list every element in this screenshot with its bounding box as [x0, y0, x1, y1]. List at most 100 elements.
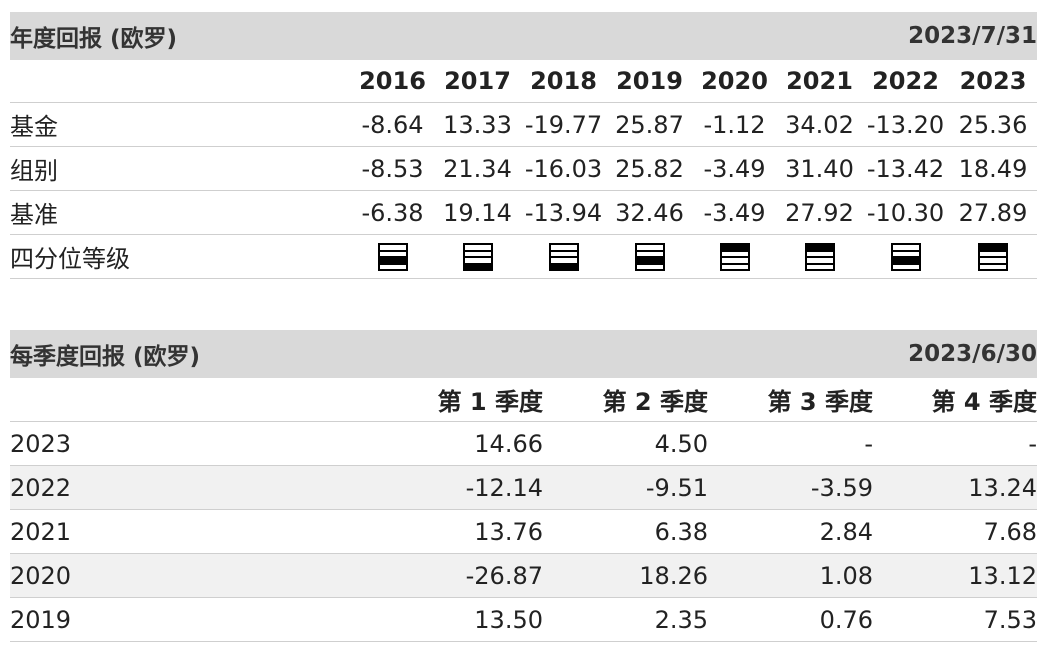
quartile-band [892, 264, 919, 269]
table-row: 2023 14.66 4.50 - - [10, 421, 1037, 466]
value-cell: 2.35 [543, 597, 708, 642]
quartile-band [806, 258, 833, 265]
quartile-band [806, 251, 833, 258]
quartile-rank-icon [890, 243, 921, 271]
table-row: 2019 13.50 2.35 0.76 7.53 [10, 597, 1037, 642]
quartile-band [806, 245, 833, 252]
table-row: 2022 -12.14 -9.51 -3.59 13.24 [10, 465, 1037, 510]
value-cell: 18.49 [949, 146, 1037, 191]
annual-corner-cell [10, 60, 350, 103]
quarter-header: 第 1 季度 [378, 378, 543, 422]
annual-returns-table: 2016 2017 2018 2019 2020 2021 2022 2023 … [10, 60, 1037, 279]
row-year: 2020 [10, 553, 378, 598]
annual-returns-header: 年度回报 (欧罗) 2023/7/31 [10, 12, 1037, 60]
quartile-band [636, 264, 663, 269]
quartile-cell [607, 234, 692, 279]
value-cell: 14.66 [378, 421, 543, 466]
annual-row-fund: 基金 -8.64 13.33 -19.77 25.87 -1.12 34.02 … [10, 102, 1037, 147]
value-cell: 4.50 [543, 421, 708, 466]
value-cell: 19.14 [435, 190, 520, 235]
quartile-band [980, 258, 1006, 265]
quartile-cell [862, 234, 949, 279]
row-year: 2021 [10, 509, 378, 554]
quartile-band [379, 251, 406, 258]
value-cell: -12.14 [378, 465, 543, 510]
value-cell: -13.20 [862, 102, 949, 147]
quarterly-returns-table: 第 1 季度 第 2 季度 第 3 季度 第 4 季度 2023 14.66 4… [10, 378, 1037, 642]
value-cell: -16.03 [520, 146, 607, 191]
quartile-cell [949, 234, 1037, 279]
value-cell: 13.50 [378, 597, 543, 642]
value-cell: 31.40 [777, 146, 862, 191]
quartile-band [980, 245, 1006, 252]
value-cell: 18.26 [543, 553, 708, 598]
quartile-band [379, 245, 406, 252]
year-header: 2021 [777, 60, 862, 103]
value-cell: -13.42 [862, 146, 949, 191]
quartile-band [464, 264, 491, 269]
quarterly-corner-cell [10, 378, 378, 422]
quartile-band [721, 258, 748, 265]
value-cell: -10.30 [862, 190, 949, 235]
quartile-band [892, 251, 919, 258]
value-cell: 27.92 [777, 190, 862, 235]
value-cell: -3.59 [708, 465, 873, 510]
quarter-header: 第 2 季度 [543, 378, 708, 422]
quartile-band [980, 251, 1006, 258]
year-header: 2023 [949, 60, 1037, 103]
row-label: 基准 [10, 190, 350, 235]
row-label: 组别 [10, 146, 350, 191]
quartile-rank-icon [804, 243, 835, 271]
annual-row-category: 组别 -8.53 21.34 -16.03 25.82 -3.49 31.40 … [10, 146, 1037, 191]
value-cell: 13.76 [378, 509, 543, 554]
value-cell: -13.94 [520, 190, 607, 235]
value-cell: 6.38 [543, 509, 708, 554]
quarterly-returns-section: 每季度回报 (欧罗) 2023/6/30 第 1 季度 第 2 季度 第 3 季… [10, 330, 1037, 642]
quartile-cell [777, 234, 862, 279]
value-cell: 2.84 [708, 509, 873, 554]
value-cell: -8.64 [350, 102, 435, 147]
quartile-band [721, 264, 748, 269]
year-header: 2022 [862, 60, 949, 103]
annual-returns-title: 年度回报 (欧罗) [10, 26, 178, 52]
quartile-band [721, 245, 748, 252]
table-row: 2021 13.76 6.38 2.84 7.68 [10, 509, 1037, 554]
annual-year-header-row: 2016 2017 2018 2019 2020 2021 2022 2023 [10, 60, 1037, 103]
quartile-band [550, 245, 577, 252]
quartile-band [550, 251, 577, 258]
row-label: 四分位等级 [10, 234, 350, 279]
quartile-band [636, 258, 663, 265]
value-cell: 7.53 [873, 597, 1037, 642]
annual-returns-date: 2023/7/31 [908, 23, 1037, 49]
quartile-band [550, 264, 577, 269]
quartile-band [892, 258, 919, 265]
quarter-header: 第 4 季度 [873, 378, 1037, 422]
quartile-band [379, 258, 406, 265]
value-cell: -8.53 [350, 146, 435, 191]
quarterly-header-row: 第 1 季度 第 2 季度 第 3 季度 第 4 季度 [10, 378, 1037, 422]
quartile-band [636, 251, 663, 258]
quartile-cell [692, 234, 777, 279]
quartile-band [464, 258, 491, 265]
quartile-band [806, 264, 833, 269]
value-cell: -6.38 [350, 190, 435, 235]
row-year: 2019 [10, 597, 378, 642]
value-cell: 32.46 [607, 190, 692, 235]
annual-returns-section: 年度回报 (欧罗) 2023/7/31 2016 2017 2018 2019 … [10, 12, 1037, 279]
quarterly-returns-header: 每季度回报 (欧罗) 2023/6/30 [10, 330, 1037, 378]
row-label: 基金 [10, 102, 350, 147]
row-year: 2022 [10, 465, 378, 510]
value-cell: 7.68 [873, 509, 1037, 554]
year-header: 2020 [692, 60, 777, 103]
value-cell: 25.87 [607, 102, 692, 147]
table-row: 2020 -26.87 18.26 1.08 13.12 [10, 553, 1037, 598]
row-year: 2023 [10, 421, 378, 466]
value-cell: 21.34 [435, 146, 520, 191]
quartile-cell [435, 234, 520, 279]
value-cell: -3.49 [692, 190, 777, 235]
quartile-rank-icon [634, 243, 665, 271]
annual-row-quartile: 四分位等级 [10, 234, 1037, 279]
quartile-rank-icon [978, 243, 1008, 271]
value-cell: 1.08 [708, 553, 873, 598]
year-header: 2016 [350, 60, 435, 103]
